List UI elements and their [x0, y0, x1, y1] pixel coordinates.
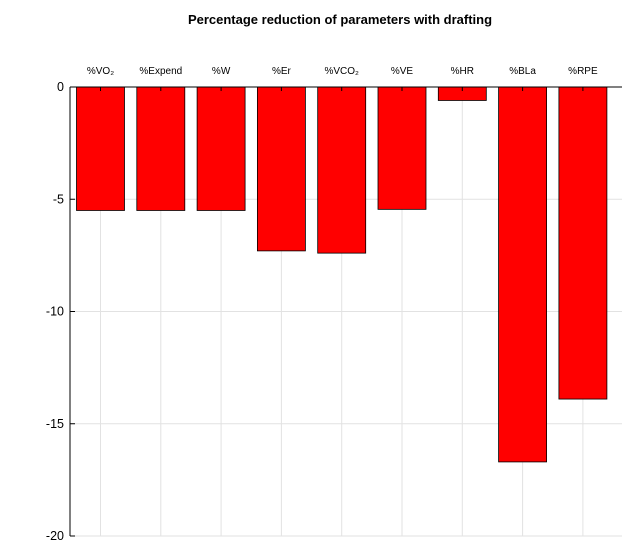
y-tick-label: 0 — [57, 80, 64, 94]
bar — [498, 86, 548, 463]
x-tick-label: %BLa — [509, 66, 536, 77]
x-tick-label: %HR — [451, 66, 474, 77]
bar — [196, 86, 246, 211]
bar — [558, 86, 608, 400]
x-tick-label: %RPE — [568, 66, 598, 77]
y-tick-label: -15 — [46, 417, 64, 431]
y-tick-label: -5 — [53, 192, 64, 206]
x-tick-label: %Er — [272, 66, 292, 77]
axes — [69, 86, 622, 537]
bar — [76, 86, 125, 211]
bars — [76, 86, 608, 463]
x-tick-label: %Expend — [139, 66, 182, 77]
y-tick-label: -10 — [46, 305, 64, 319]
x-tick-label: %VE — [391, 66, 414, 77]
x-tick-label: %VCO₂ — [324, 66, 359, 77]
bar — [377, 86, 427, 210]
chart-title: Percentage reduction of parameters with … — [188, 12, 492, 27]
x-tick-label: %W — [212, 66, 231, 77]
bar — [256, 86, 306, 252]
x-tick-label: %VO₂ — [87, 66, 114, 77]
bar — [317, 86, 367, 254]
bar — [136, 86, 186, 211]
labels: 0 -5 -10 -15 -20 %VO₂ %Expend %W %Er %VCO₂ %VE %HR%… — [46, 66, 598, 540]
y-tick-label: -20 — [46, 529, 64, 540]
